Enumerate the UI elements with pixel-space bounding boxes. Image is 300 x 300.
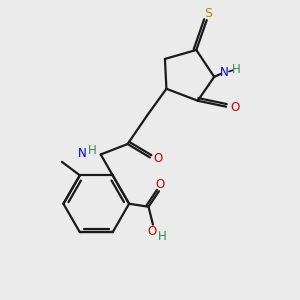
- Text: O: O: [156, 178, 165, 191]
- Text: H: H: [232, 63, 241, 76]
- Text: H: H: [88, 144, 97, 158]
- Text: N: N: [220, 66, 228, 79]
- Text: O: O: [230, 101, 239, 114]
- Text: N: N: [78, 147, 87, 161]
- Text: O: O: [148, 225, 157, 238]
- Text: H: H: [158, 230, 167, 242]
- Text: S: S: [204, 7, 212, 20]
- Text: O: O: [154, 152, 163, 166]
